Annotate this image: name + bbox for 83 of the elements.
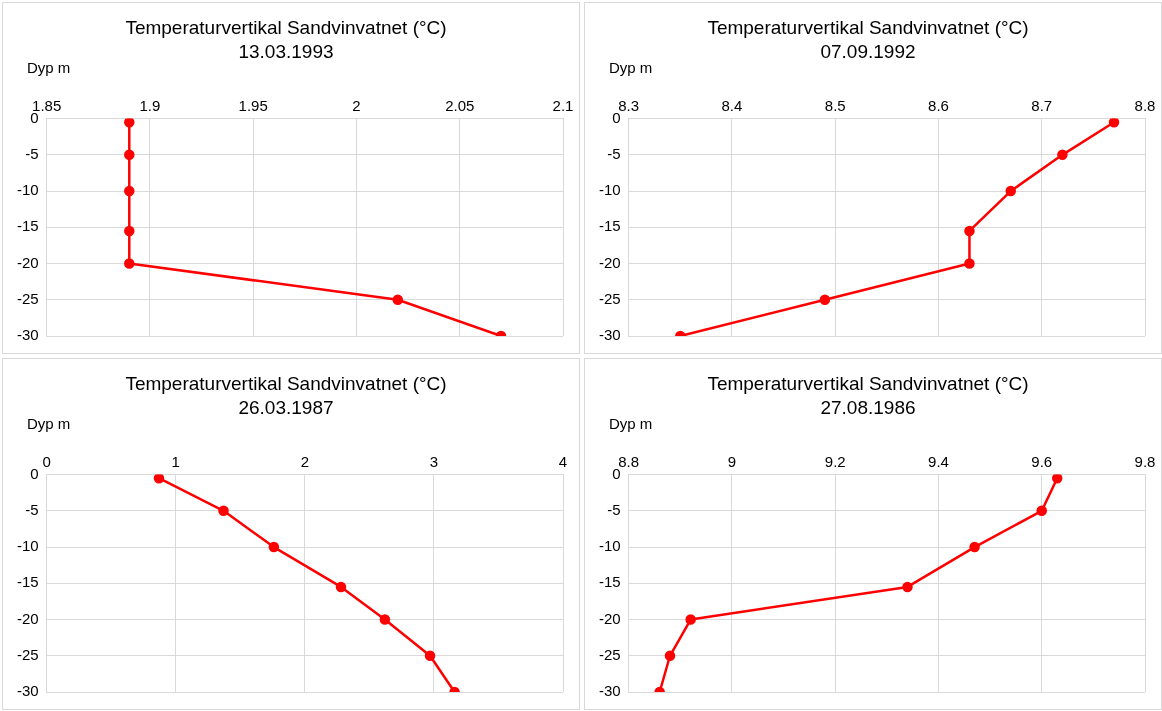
point bbox=[964, 225, 975, 237]
y-tick-label: -20 bbox=[598, 609, 621, 627]
point bbox=[124, 185, 135, 197]
x-tick-label: 9 bbox=[727, 452, 737, 470]
y-axis-title: Dyp m bbox=[27, 415, 71, 433]
point bbox=[153, 474, 165, 484]
y-tick-label: -30 bbox=[16, 682, 39, 700]
y-tick-label: -5 bbox=[25, 500, 39, 518]
point bbox=[124, 149, 135, 161]
y-tick-label: -25 bbox=[16, 289, 39, 307]
y-tick-label: -20 bbox=[598, 253, 621, 271]
chart-title: Temperaturvertikal Sandvinvatnet (°C) bbox=[707, 16, 1029, 38]
y-axis-title: Dyp m bbox=[609, 59, 653, 77]
y-tick-label: -25 bbox=[16, 645, 39, 663]
point bbox=[392, 294, 404, 306]
y-tick-label: -5 bbox=[607, 144, 621, 162]
x-tick-label: 2 bbox=[300, 452, 310, 470]
x-tick-label: 8.8 bbox=[618, 452, 640, 470]
y-tick-label: -20 bbox=[16, 609, 39, 627]
x-tick-label: 2 bbox=[352, 96, 361, 114]
chart-title: Temperaturvertikal Sandvinvatnet (°C) bbox=[707, 372, 1029, 394]
point bbox=[819, 294, 831, 306]
x-tick-label: 8.6 bbox=[928, 96, 949, 114]
point bbox=[124, 118, 135, 128]
x-tick-label: 1.95 bbox=[238, 96, 268, 114]
point bbox=[335, 581, 347, 593]
y-tick-label: -15 bbox=[16, 217, 39, 235]
y-tick-label: -5 bbox=[25, 144, 39, 162]
x-tick-label: 9.8 bbox=[1134, 452, 1156, 470]
x-tick-label: 9.2 bbox=[824, 452, 846, 470]
point bbox=[124, 258, 135, 269]
point bbox=[664, 650, 676, 662]
x-tick-label: 9.4 bbox=[928, 452, 949, 470]
y-tick-label: -30 bbox=[598, 326, 621, 344]
y-tick-label: -10 bbox=[598, 181, 621, 199]
y-tick-label: -30 bbox=[16, 326, 39, 344]
chart-subtitle: 07.09.1992 bbox=[820, 41, 916, 63]
chart-subtitle: 26.03.1987 bbox=[238, 397, 334, 419]
x-tick-label: 8.4 bbox=[721, 96, 743, 114]
chart-title: Temperaturvertikal Sandvinvatnet (°C) bbox=[125, 16, 447, 38]
point bbox=[1057, 149, 1068, 161]
y-tick-label: -15 bbox=[598, 573, 621, 591]
x-tick-label: 9.6 bbox=[1031, 452, 1053, 470]
y-tick-label: -15 bbox=[598, 217, 621, 235]
y-axis-title: Dyp m bbox=[27, 59, 71, 77]
chart-subtitle: 27.08.1986 bbox=[820, 397, 916, 419]
point bbox=[1108, 118, 1120, 128]
point bbox=[424, 650, 436, 662]
x-tick-label: 2.05 bbox=[445, 96, 475, 114]
point bbox=[379, 614, 391, 625]
point bbox=[1051, 474, 1063, 484]
y-tick-label: -5 bbox=[607, 500, 621, 518]
chart-title: Temperaturvertikal Sandvinvatnet (°C) bbox=[125, 372, 447, 394]
y-tick-label: -10 bbox=[16, 181, 39, 199]
y-tick-label: -25 bbox=[598, 645, 621, 663]
x-tick-label: 1.9 bbox=[139, 96, 161, 114]
y-tick-label: -10 bbox=[16, 537, 39, 555]
x-tick-label: 8.7 bbox=[1031, 96, 1053, 114]
point bbox=[1036, 505, 1047, 517]
x-tick-label: 2.1 bbox=[552, 96, 574, 114]
y-tick-label: -20 bbox=[16, 253, 39, 271]
point bbox=[964, 258, 975, 269]
y-axis-title: Dyp m bbox=[609, 415, 653, 433]
point bbox=[902, 581, 913, 593]
x-tick-label: 3 bbox=[429, 452, 439, 470]
x-tick-label: 0 bbox=[42, 452, 51, 470]
y-tick-label: -25 bbox=[598, 289, 621, 307]
chart-subtitle: 13.03.1993 bbox=[238, 41, 334, 63]
x-tick-label: 8.8 bbox=[1134, 96, 1156, 114]
point bbox=[268, 541, 280, 553]
y-tick-label: -10 bbox=[598, 537, 621, 555]
point bbox=[124, 225, 135, 237]
point bbox=[1005, 185, 1017, 197]
point bbox=[969, 541, 980, 553]
y-tick-label: 0 bbox=[30, 464, 39, 482]
x-tick-label: 8.3 bbox=[618, 96, 640, 114]
x-tick-label: 8.5 bbox=[824, 96, 846, 114]
x-tick-label: 4 bbox=[558, 452, 568, 470]
y-tick-label: -30 bbox=[598, 682, 621, 700]
point bbox=[218, 505, 229, 517]
x-tick-label: 1 bbox=[171, 452, 180, 470]
y-tick-label: -15 bbox=[16, 573, 39, 591]
point bbox=[685, 614, 696, 625]
